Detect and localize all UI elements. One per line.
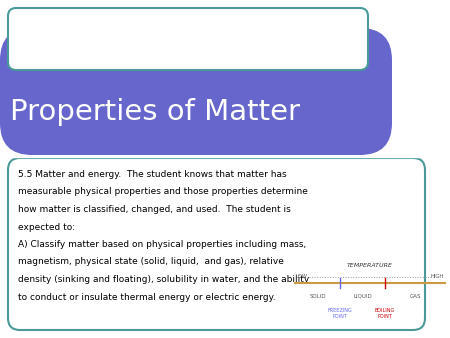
Text: measurable physical properties and those properties determine: measurable physical properties and those… <box>18 188 308 196</box>
Text: to conduct or insulate thermal energy or electric energy.: to conduct or insulate thermal energy or… <box>18 292 275 301</box>
Text: SOLID: SOLID <box>309 293 326 298</box>
FancyBboxPatch shape <box>0 28 392 155</box>
Text: BOILING
POINT: BOILING POINT <box>375 308 395 319</box>
FancyBboxPatch shape <box>8 158 425 330</box>
Text: FREEZING
POINT: FREEZING POINT <box>328 308 352 319</box>
Text: magnetism, physical state (solid, liquid,  and gas), relative: magnetism, physical state (solid, liquid… <box>18 258 284 266</box>
Text: GAS: GAS <box>409 293 421 298</box>
Text: Properties of Matter: Properties of Matter <box>10 98 300 126</box>
Text: LOW: LOW <box>296 274 308 280</box>
Text: expected to:: expected to: <box>18 222 75 232</box>
Text: A) Classify matter based on physical properties including mass,: A) Classify matter based on physical pro… <box>18 240 306 249</box>
Text: HIGH: HIGH <box>431 274 444 280</box>
Text: LIQUID: LIQUID <box>353 293 372 298</box>
Text: 5.5 Matter and energy.  The student knows that matter has: 5.5 Matter and energy. The student knows… <box>18 170 287 179</box>
Text: how matter is classified, changed, and used.  The student is: how matter is classified, changed, and u… <box>18 205 291 214</box>
Text: TEMPERATURE: TEMPERATURE <box>347 263 393 268</box>
FancyBboxPatch shape <box>8 8 368 70</box>
Text: density (sinking and floating), solubility in water, and the ability: density (sinking and floating), solubili… <box>18 275 309 284</box>
